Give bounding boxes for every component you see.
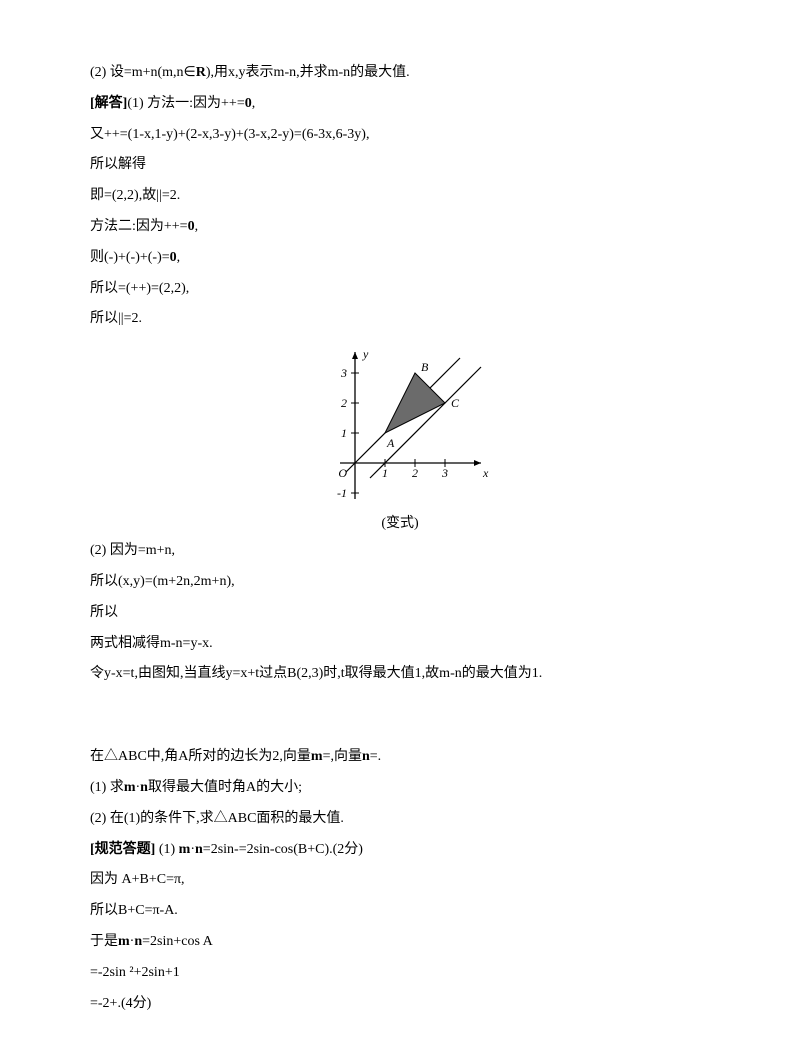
line: 所以 — [90, 598, 710, 629]
line: 所以=(++)=(2,2), — [90, 274, 710, 305]
line: 则(-)+(-)+(-)=0, — [90, 243, 710, 274]
line: 令y-x=t,由图知,当直线y=x+t过点B(2,3)时,t取得最大值1,故m-… — [90, 659, 710, 690]
text: 方法二:因为++= — [90, 219, 188, 234]
svg-text:-1: -1 — [337, 486, 347, 500]
text: 则(-)+(-)+(-)= — [90, 250, 170, 265]
svg-text:C: C — [451, 396, 460, 410]
svg-text:3: 3 — [340, 366, 347, 380]
text: , — [252, 96, 256, 111]
vec-n: n — [140, 780, 148, 795]
text: =. — [370, 749, 381, 764]
text: 于是 — [90, 934, 118, 949]
text: 取得最大值时角A的大小; — [148, 780, 302, 795]
line: (2) 在(1)的条件下,求△ABC面积的最大值. — [90, 804, 710, 835]
svg-text:2: 2 — [412, 466, 418, 480]
text: , — [177, 250, 181, 265]
line-answer1: [解答](1) 方法一:因为++=0, — [90, 89, 710, 120]
text: 在△ABC中,角A所对的边长为2,向量 — [90, 749, 311, 764]
text: =2sin+cos A — [142, 934, 213, 949]
coordinate-chart: 1 2 3 -1 1 2 3 A B Cx y O — [305, 343, 495, 503]
text: , — [195, 219, 199, 234]
svg-text:1: 1 — [341, 426, 347, 440]
line: =-2sin ²+2sin+1 — [90, 958, 710, 989]
spacer — [90, 690, 710, 716]
line: 所以(x,y)=(m+2n,2m+n), — [90, 567, 710, 598]
line: 因为 A+B+C=π, — [90, 865, 710, 896]
svg-text:O: O — [338, 466, 347, 480]
line: 即=(2,2),故||=2. — [90, 181, 710, 212]
line: 在△ABC中,角A所对的边长为2,向量m=,向量n=. — [90, 742, 710, 773]
text: =,向量 — [323, 749, 362, 764]
line-standard-answer: [规范答题] (1) m·n=2sin-=2sin-cos(B+C).(2分) — [90, 835, 710, 866]
vec-m: m — [179, 842, 191, 857]
text-bold: 0 — [170, 250, 177, 265]
figure-caption: (变式) — [90, 512, 710, 532]
text: (1) — [155, 842, 178, 857]
line: 所以解得 — [90, 150, 710, 181]
vec-n: n — [195, 842, 203, 857]
text-bold: 0 — [245, 96, 252, 111]
line: 所以||=2. — [90, 304, 710, 335]
vec-m: m — [311, 749, 323, 764]
line: 两式相减得m-n=y-x. — [90, 629, 710, 660]
svg-text:B: B — [421, 360, 429, 374]
label-standard: [规范答题] — [90, 842, 155, 857]
svg-text:3: 3 — [441, 466, 448, 480]
line: (1) 求m·n取得最大值时角A的大小; — [90, 773, 710, 804]
line-q2: (2) 设=m+n(m,n∈R),用x,y表示m-n,并求m-n的最大值. — [90, 58, 710, 89]
text-bold: R — [196, 65, 206, 80]
vec-m: m — [118, 934, 130, 949]
text: (1) 方法一:因为++= — [127, 96, 244, 111]
svg-text:y: y — [362, 347, 369, 361]
vec-m: m — [124, 780, 136, 795]
vec-n: n — [362, 749, 370, 764]
spacer — [90, 716, 710, 742]
svg-text:x: x — [482, 466, 489, 480]
line: (2) 因为=m+n, — [90, 536, 710, 567]
text: ),用x,y表示m-n,并求m-n的最大值. — [206, 65, 410, 80]
svg-text:2: 2 — [341, 396, 347, 410]
line: 于是m·n=2sin+cos A — [90, 927, 710, 958]
line: =-2+.(4分) — [90, 989, 710, 1020]
text-bold: 0 — [188, 219, 195, 234]
line: 又++=(1-x,1-y)+(2-x,3-y)+(3-x,2-y)=(6-3x,… — [90, 120, 710, 151]
line: 方法二:因为++=0, — [90, 212, 710, 243]
text: =2sin-=2sin-cos(B+C).(2分) — [203, 842, 363, 857]
line: 所以B+C=π-A. — [90, 896, 710, 927]
svg-text:A: A — [386, 436, 395, 450]
figure: 1 2 3 -1 1 2 3 A B Cx y O (变式) — [90, 343, 710, 532]
svg-text:1: 1 — [382, 466, 388, 480]
vec-n: n — [134, 934, 142, 949]
label-answer: [解答] — [90, 96, 127, 111]
text: (2) 设=m+n(m,n∈ — [90, 65, 196, 80]
text: (1) 求 — [90, 780, 124, 795]
